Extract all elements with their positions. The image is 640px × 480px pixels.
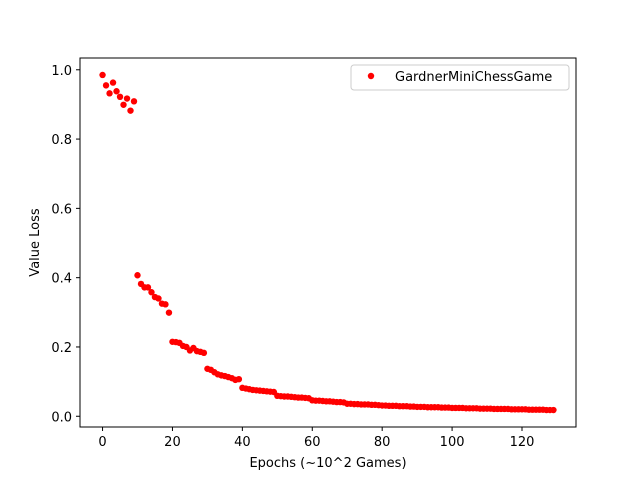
- data-point: [550, 406, 557, 414]
- x-tick-label: 100: [440, 435, 465, 450]
- x-tick-label: 40: [234, 435, 251, 450]
- y-axis-label: Value Loss: [28, 208, 43, 277]
- x-tick-label: 0: [98, 435, 106, 450]
- x-tick-label: 20: [164, 435, 181, 450]
- y-tick-label: 1.0: [51, 64, 72, 79]
- legend: GardnerMiniChessGame: [350, 64, 570, 91]
- data-point: [155, 295, 162, 302]
- data-point: [120, 101, 127, 108]
- y-tick-label: 0.2: [51, 341, 72, 356]
- data-point: [165, 309, 173, 316]
- y-axis: 0.0 0.2 0.4 0.6 0.8 1.0: [51, 64, 80, 425]
- y-tick-label: 0.4: [51, 272, 72, 287]
- y-tick-label: 0.6: [51, 202, 72, 217]
- data-point: [148, 289, 155, 296]
- x-tick-label: 80: [374, 435, 391, 450]
- data-point: [113, 88, 120, 95]
- y-tick-label: 0.8: [51, 133, 72, 148]
- legend-box: [350, 64, 570, 91]
- data-point: [116, 93, 124, 101]
- x-axis-label: Epochs (~10^2 Games): [249, 456, 406, 471]
- data-point: [99, 71, 106, 79]
- data-point: [130, 98, 138, 105]
- data-point: [134, 272, 141, 279]
- data-point: [200, 349, 208, 357]
- data-point: [127, 107, 134, 114]
- legend-marker: [367, 72, 375, 80]
- data-point: [162, 301, 169, 308]
- data-points: [99, 71, 557, 414]
- data-point: [109, 79, 117, 86]
- x-tick-label: 60: [304, 435, 321, 450]
- data-point: [102, 82, 110, 89]
- plot-area: [80, 58, 576, 427]
- data-point: [123, 95, 131, 102]
- y-tick-label: 0.0: [51, 410, 72, 425]
- legend-label: GardnerMiniChessGame: [395, 70, 552, 85]
- data-point: [106, 90, 113, 97]
- x-axis: 0 20 40 60 80 100 120: [98, 427, 534, 450]
- plot-frame: [79, 57, 577, 428]
- data-point: [235, 375, 243, 383]
- data-point: [144, 284, 152, 291]
- x-tick-label: 120: [510, 435, 535, 450]
